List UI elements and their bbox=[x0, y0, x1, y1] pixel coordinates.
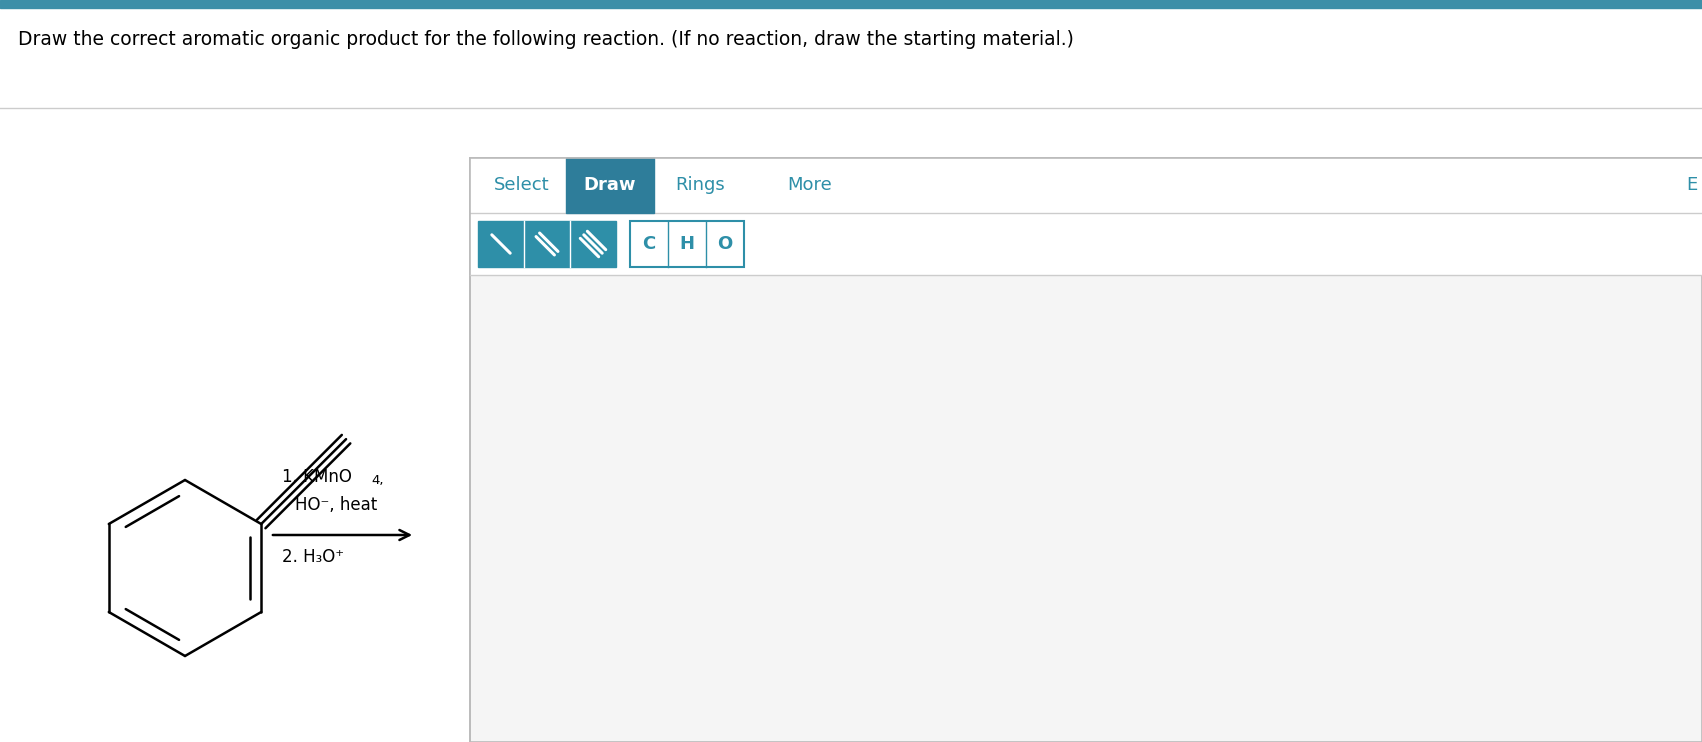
Text: O: O bbox=[717, 235, 732, 253]
Text: 4,: 4, bbox=[371, 474, 383, 487]
Text: HO⁻, heat: HO⁻, heat bbox=[294, 496, 378, 514]
Bar bbox=[478, 221, 616, 267]
Text: Draw: Draw bbox=[584, 177, 637, 194]
Bar bbox=[0, 0, 1702, 8]
Bar bbox=[630, 221, 744, 267]
Bar bbox=[470, 158, 1702, 742]
Bar bbox=[567, 158, 654, 213]
Bar bbox=[470, 213, 1702, 275]
Text: E: E bbox=[1685, 177, 1697, 194]
Text: Select: Select bbox=[494, 177, 550, 194]
Bar bbox=[470, 158, 1702, 213]
Text: 2. H₃O⁺: 2. H₃O⁺ bbox=[283, 548, 344, 566]
Text: Rings: Rings bbox=[676, 177, 725, 194]
Text: H: H bbox=[679, 235, 694, 253]
Text: C: C bbox=[642, 235, 655, 253]
Text: More: More bbox=[788, 177, 832, 194]
Text: 1. KMnO: 1. KMnO bbox=[283, 468, 352, 486]
Text: Draw the correct aromatic organic product for the following reaction. (If no rea: Draw the correct aromatic organic produc… bbox=[19, 30, 1074, 49]
